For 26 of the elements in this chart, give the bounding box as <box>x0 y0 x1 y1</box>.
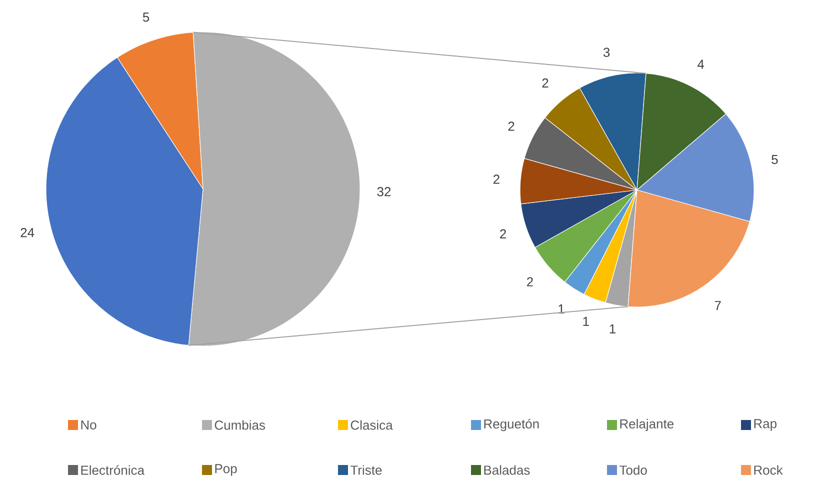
data-label: 2 <box>508 122 514 131</box>
data-label: 2 <box>542 78 548 88</box>
data-label: 2 <box>527 277 533 286</box>
legend-label: Cumbias <box>214 420 266 430</box>
data-label: 32 <box>377 187 391 196</box>
data-label: 5 <box>772 155 778 164</box>
data-label: 5 <box>142 12 150 22</box>
data-label: 1 <box>610 324 616 334</box>
data-label: 2 <box>493 174 500 184</box>
legend-label: Clasica <box>350 420 393 430</box>
legend-label: Baladas <box>484 465 530 475</box>
data-label: 24 <box>20 228 34 238</box>
legend-label: Relajante <box>620 418 674 432</box>
legend-label: No <box>81 420 96 430</box>
legend-label: Rap <box>754 419 776 431</box>
legend-label: Triste <box>350 465 382 475</box>
data-label: 3 <box>603 48 610 57</box>
legend-label: Electrónica <box>81 465 145 475</box>
data-label: 4 <box>697 60 704 69</box>
legend-label: Rock <box>754 465 783 475</box>
data-label: 7 <box>714 301 721 310</box>
legend-label: Todo <box>620 465 647 475</box>
legend-label: Pop <box>215 464 237 476</box>
legend-label: Reguetón <box>484 418 539 432</box>
data-label: 2 <box>500 229 506 238</box>
data-label: 1 <box>583 316 589 326</box>
